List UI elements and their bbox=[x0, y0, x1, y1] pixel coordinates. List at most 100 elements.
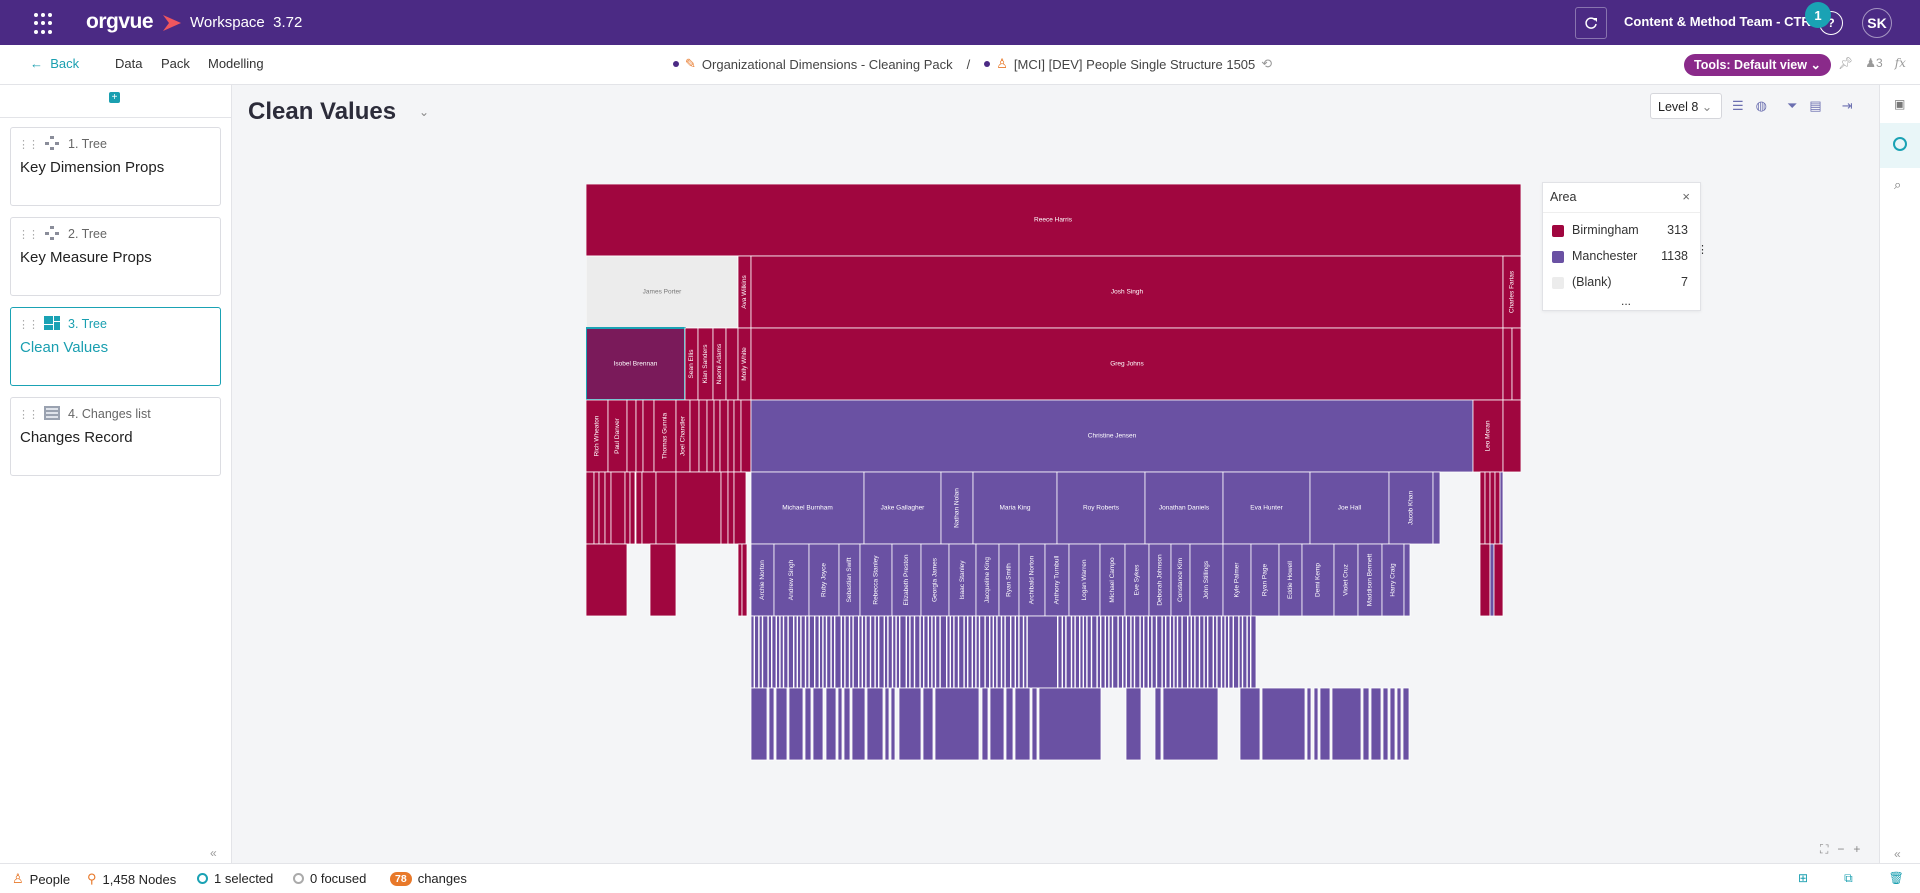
export-icon[interactable]: ⇥ bbox=[1841, 98, 1853, 113]
treemap-node[interactable] bbox=[642, 399, 655, 473]
treemap-node[interactable] bbox=[1389, 687, 1396, 761]
legend-more-button[interactable]: ... bbox=[1621, 294, 1632, 308]
treemap-node[interactable] bbox=[758, 615, 763, 689]
status-entity[interactable]: ♙ People bbox=[12, 871, 70, 887]
treemap-node[interactable] bbox=[733, 471, 747, 545]
treemap-node[interactable] bbox=[1402, 687, 1410, 761]
treemap-node[interactable] bbox=[975, 615, 980, 689]
treemap-node[interactable] bbox=[737, 543, 743, 617]
treemap-node[interactable] bbox=[1388, 471, 1434, 545]
treemap-node[interactable] bbox=[993, 615, 998, 689]
drag-handle-icon[interactable]: ⋮⋮ bbox=[18, 229, 39, 241]
nav-modelling[interactable]: Modelling bbox=[208, 56, 264, 71]
treemap-node[interactable] bbox=[787, 615, 794, 689]
treemap-node[interactable] bbox=[793, 615, 798, 689]
treemap-node[interactable] bbox=[1065, 615, 1072, 689]
treemap-node[interactable] bbox=[593, 471, 600, 545]
treemap-node[interactable] bbox=[1125, 687, 1142, 761]
list-icon[interactable]: ☰ bbox=[1732, 98, 1744, 113]
treemap-node[interactable] bbox=[822, 615, 827, 689]
treemap-node[interactable] bbox=[865, 615, 871, 689]
treemap-node[interactable] bbox=[629, 471, 636, 545]
treemap-node[interactable] bbox=[948, 543, 977, 617]
treemap-node[interactable] bbox=[586, 184, 1521, 257]
sidebar-card-changes-record[interactable]: ⋮⋮ 4. Changes list Changes Record bbox=[10, 397, 221, 476]
palette-icon[interactable]: ◍ bbox=[1755, 98, 1767, 113]
treemap-node[interactable] bbox=[788, 687, 804, 761]
pin-icon[interactable]: 📌︎ bbox=[1838, 56, 1854, 70]
treemap-node[interactable] bbox=[870, 615, 876, 689]
treemap-node[interactable] bbox=[844, 615, 850, 689]
treemap-node[interactable] bbox=[604, 471, 612, 545]
treemap-node[interactable] bbox=[805, 615, 810, 689]
treemap-node[interactable] bbox=[1031, 687, 1038, 761]
treemap-node[interactable] bbox=[641, 471, 657, 545]
treemap-node[interactable] bbox=[989, 615, 994, 689]
treemap-node[interactable] bbox=[922, 687, 934, 761]
copy-icon[interactable]: ⧉ bbox=[1844, 871, 1853, 885]
treemap-node[interactable] bbox=[899, 615, 907, 689]
filter-icon[interactable]: ⏷ bbox=[1787, 98, 1798, 113]
treemap-node[interactable] bbox=[996, 615, 1002, 689]
sync-icon[interactable]: ⟲ bbox=[1261, 56, 1273, 71]
kebab-menu-icon[interactable]: ⋮ bbox=[1697, 244, 1708, 256]
treemap-node[interactable] bbox=[750, 471, 865, 545]
treemap-node[interactable] bbox=[1489, 471, 1496, 545]
treemap-node[interactable] bbox=[624, 471, 631, 545]
close-icon[interactable]: × bbox=[1682, 189, 1690, 204]
treemap-node[interactable] bbox=[928, 615, 933, 689]
treemap-node[interactable] bbox=[878, 615, 885, 689]
notification-badge[interactable]: 1 bbox=[1805, 2, 1831, 28]
back-button[interactable]: ← Back bbox=[30, 56, 79, 71]
treemap-node[interactable] bbox=[1057, 615, 1063, 689]
legend-item-birmingham[interactable]: Birmingham 313 bbox=[1552, 222, 1688, 240]
drag-handle-icon[interactable]: ⋮⋮ bbox=[18, 409, 39, 421]
treemap-node[interactable] bbox=[931, 615, 936, 689]
avatar[interactable]: SK bbox=[1862, 8, 1892, 38]
treemap-node[interactable] bbox=[1250, 615, 1257, 689]
treemap-node[interactable] bbox=[1331, 687, 1362, 761]
treemap-node[interactable] bbox=[923, 615, 929, 689]
sidebar-card-clean-values[interactable]: ⋮⋮ 3. Tree Clean Values bbox=[10, 307, 221, 386]
treemap-node[interactable] bbox=[1068, 543, 1101, 617]
treemap-node[interactable] bbox=[939, 615, 947, 689]
treemap-node[interactable] bbox=[725, 327, 739, 401]
treemap-chart[interactable]: Reece Harris James Porter Ava Wilkins Josh … bbox=[586, 184, 1521, 762]
image-icon[interactable]: ▣ bbox=[1894, 97, 1906, 111]
treemap-node[interactable] bbox=[754, 615, 760, 689]
treemap-node[interactable] bbox=[1191, 615, 1195, 689]
drag-handle-icon[interactable]: ⋮⋮ bbox=[18, 139, 39, 151]
search-icon[interactable]: ⌕ bbox=[1894, 177, 1902, 192]
dataset-name[interactable]: [MCI] [DEV] People Single Structure 1505 bbox=[1013, 56, 1256, 72]
treemap-node[interactable] bbox=[1187, 615, 1192, 689]
treemap-node[interactable] bbox=[819, 615, 824, 689]
treemap-node[interactable] bbox=[1023, 615, 1028, 689]
treemap-node[interactable] bbox=[830, 615, 835, 689]
treemap-node[interactable] bbox=[826, 615, 832, 689]
treemap-node[interactable] bbox=[979, 615, 986, 689]
treemap-node[interactable] bbox=[890, 687, 896, 761]
treemap-node[interactable] bbox=[1177, 615, 1183, 689]
layers-icon[interactable]: ▤ bbox=[1809, 98, 1822, 113]
treemap-node[interactable] bbox=[1222, 471, 1311, 545]
status-selected[interactable]: 1 selected bbox=[197, 871, 273, 886]
treemap-node[interactable] bbox=[610, 471, 626, 545]
treemap-node[interactable] bbox=[934, 687, 980, 761]
treemap-node[interactable] bbox=[1130, 615, 1135, 689]
treemap-node[interactable] bbox=[863, 471, 942, 545]
treemap-node[interactable] bbox=[635, 471, 643, 545]
collapse-rail-icon[interactable]: « bbox=[1894, 847, 1901, 861]
treemap-node[interactable] bbox=[1511, 327, 1521, 401]
treemap-node[interactable] bbox=[1074, 615, 1080, 689]
treemap-node[interactable] bbox=[812, 687, 824, 761]
treemap-node[interactable] bbox=[884, 687, 890, 761]
treemap-node[interactable] bbox=[1247, 615, 1251, 689]
zoom-out-icon[interactable]: − bbox=[1837, 842, 1845, 856]
treemap-node[interactable] bbox=[1370, 687, 1382, 761]
treemap-node[interactable] bbox=[1143, 615, 1149, 689]
tools-dropdown[interactable]: Tools: Default view ⌄ bbox=[1684, 54, 1831, 76]
color-icon[interactable] bbox=[1893, 137, 1907, 151]
treemap-node[interactable] bbox=[837, 687, 843, 761]
treemap-node[interactable] bbox=[1001, 615, 1006, 689]
treemap-node[interactable] bbox=[1105, 615, 1109, 689]
